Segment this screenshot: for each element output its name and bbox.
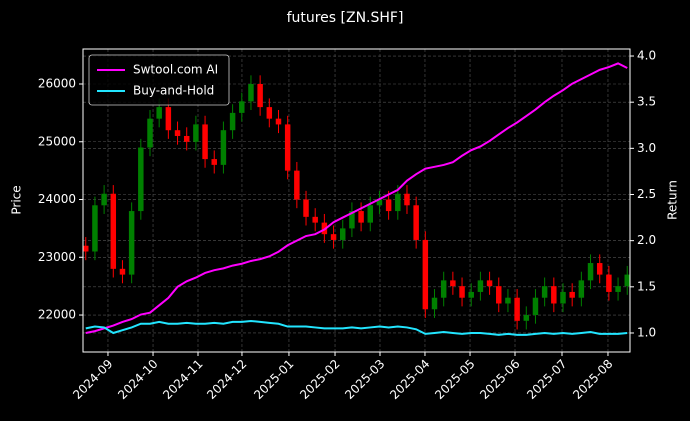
- y2-tick-label: 2.0: [637, 233, 656, 247]
- return-line: [85, 62, 628, 334]
- candle-body: [578, 280, 585, 298]
- y2-tick-label: 3.0: [637, 141, 656, 155]
- candle-body: [165, 107, 172, 131]
- candle-body: [587, 263, 594, 281]
- candle-body: [339, 228, 346, 240]
- candle-body: [119, 268, 126, 275]
- candle-body: [193, 124, 199, 142]
- candle-body: [202, 124, 208, 160]
- candle-body: [147, 118, 153, 148]
- candle-body: [138, 147, 144, 212]
- candle-body: [248, 84, 254, 102]
- candle-body: [239, 101, 245, 113]
- y-tick-label: 26000: [38, 77, 76, 91]
- candle-body: [275, 118, 282, 125]
- candle-body: [505, 297, 511, 304]
- y-axis-label: Price: [10, 185, 24, 214]
- candle-body: [440, 280, 447, 298]
- candle-body: [174, 130, 181, 136]
- y2-tick-label: 1.5: [637, 279, 656, 293]
- legend-label: Buy-and-Hold: [133, 84, 214, 98]
- candle-body: [92, 205, 98, 252]
- candle-body: [523, 315, 530, 321]
- plot-frame: [82, 48, 631, 353]
- candle-body: [615, 286, 621, 292]
- candle-body: [468, 291, 474, 298]
- candle-body: [358, 211, 364, 223]
- candle-body: [266, 107, 273, 119]
- y-tick-label: 23000: [38, 250, 76, 264]
- candle-body: [156, 107, 162, 119]
- candle-body: [413, 205, 419, 240]
- candle-body: [220, 130, 227, 165]
- candle-body: [422, 239, 429, 310]
- candle-body: [551, 286, 557, 304]
- candle-body: [477, 280, 484, 292]
- candle-body: [110, 193, 117, 269]
- candle-body: [284, 124, 291, 171]
- candle-body: [83, 245, 89, 252]
- y-tick-label: 22000: [38, 308, 76, 322]
- candle-body: [376, 199, 383, 206]
- candle-body: [349, 211, 355, 229]
- candle-body: [624, 274, 630, 287]
- candle-body: [312, 216, 318, 223]
- candle-body: [431, 297, 438, 310]
- candle-body: [385, 199, 392, 212]
- candle-body: [514, 297, 520, 321]
- y-tick-label: 25000: [38, 134, 76, 148]
- candle-body: [459, 286, 465, 298]
- legend-box: [88, 54, 230, 106]
- candle-body: [367, 205, 374, 223]
- y-tick-label: 24000: [38, 192, 76, 206]
- candle-body: [606, 274, 612, 292]
- candle-body: [303, 199, 309, 217]
- y2-tick-label: 1.0: [637, 325, 656, 339]
- candle-body: [183, 135, 190, 142]
- y2-tick-label: 3.5: [637, 95, 656, 109]
- return-line: [85, 319, 628, 336]
- candle-body: [404, 193, 410, 206]
- candle-body: [211, 159, 217, 165]
- y2-tick-label: 4.0: [637, 49, 656, 63]
- candle-body: [569, 291, 575, 298]
- y2-axis-label: Return: [666, 180, 680, 220]
- candle-body: [596, 263, 603, 275]
- candle-body: [101, 193, 107, 206]
- candle-body: [330, 234, 337, 240]
- y2-tick-label: 2.5: [637, 187, 656, 201]
- candle-body: [257, 84, 263, 108]
- candle-body: [486, 280, 493, 287]
- candle-body: [541, 286, 548, 298]
- candle-body: [294, 170, 300, 200]
- chart-title: futures [ZN.SHF]: [287, 10, 404, 26]
- candle-body: [128, 211, 135, 275]
- candle-body: [560, 291, 566, 304]
- candle-body: [532, 297, 539, 316]
- legend-label: Swtool.com AI: [133, 63, 218, 77]
- candle-body: [229, 112, 236, 131]
- candle-body: [496, 286, 502, 304]
- candle-body: [450, 280, 456, 287]
- candle-body: [395, 193, 401, 212]
